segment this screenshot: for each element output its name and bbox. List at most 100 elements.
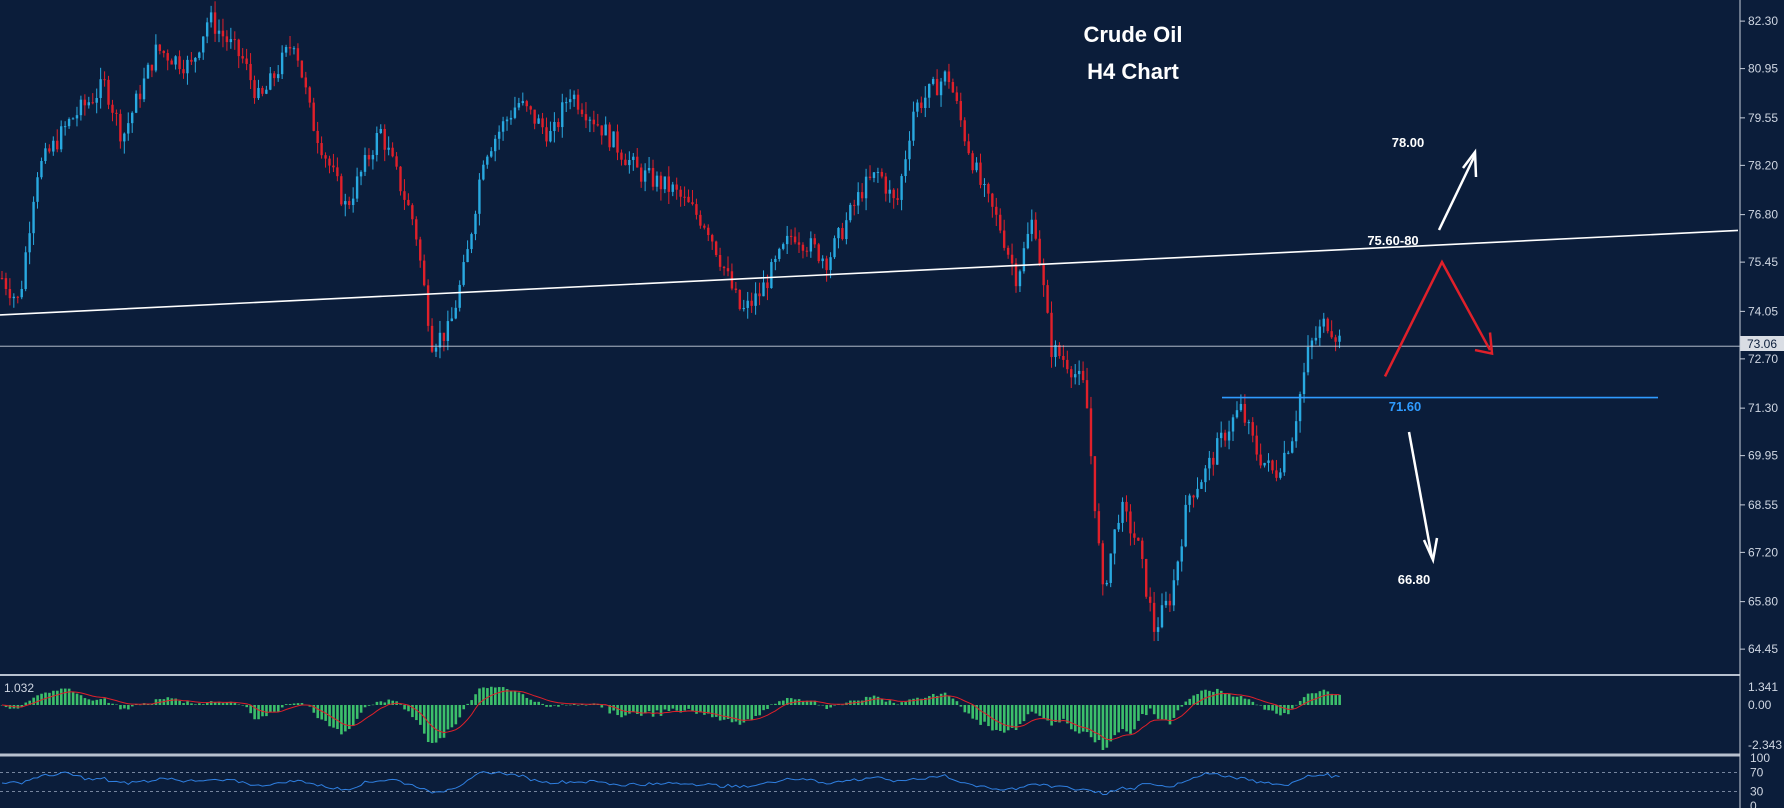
price-tick-label: 68.55 — [1748, 498, 1778, 512]
oscillator-bar — [292, 703, 296, 705]
candle-body — [651, 167, 655, 187]
candle-body — [1219, 432, 1223, 439]
oscillator-bar — [1263, 705, 1266, 710]
candle-body — [280, 52, 284, 75]
candle-body — [931, 78, 935, 84]
candle-body — [284, 47, 288, 53]
candle-body — [805, 250, 809, 252]
candle-body — [1172, 580, 1176, 606]
candle-body — [825, 258, 828, 271]
candle-body — [939, 81, 943, 96]
oscillator-bar — [1022, 705, 1026, 722]
oscillator-bar — [959, 705, 963, 707]
oscillator-bar — [750, 705, 754, 720]
oscillator-bar — [687, 705, 690, 709]
oscillator-bar — [462, 705, 466, 710]
oscillator-bar — [233, 703, 237, 705]
oscillator-bar — [1156, 705, 1160, 719]
oscillator-bar — [1105, 705, 1109, 748]
candle-body — [1058, 345, 1061, 356]
oscillator-bar — [1302, 697, 1306, 705]
candle-body — [134, 93, 138, 113]
oscillator-bar — [596, 704, 600, 705]
candle-body — [572, 94, 576, 100]
oscillator-bar — [391, 700, 395, 705]
oscillator-bar — [91, 700, 95, 705]
oscillator-bar — [770, 704, 773, 705]
oscillator-bar — [415, 705, 418, 721]
candle-body — [253, 80, 256, 99]
candle-body — [395, 156, 398, 167]
oscillator-bar — [1184, 701, 1188, 705]
candle-body — [770, 262, 773, 289]
candle-body — [762, 282, 765, 297]
oscillator-bar — [1125, 705, 1128, 732]
candle-body — [793, 236, 797, 243]
candle-body — [1259, 454, 1262, 466]
oscillator-bar — [1002, 705, 1006, 733]
support-label: 71.60 — [1389, 399, 1422, 414]
candle-body — [517, 103, 521, 108]
oscillator-bar — [722, 705, 726, 720]
candle-body — [1050, 312, 1053, 358]
candle-body — [178, 56, 181, 70]
candle-body — [991, 193, 994, 207]
candle-body — [1188, 495, 1191, 505]
oscillator-bar — [553, 705, 556, 706]
candle-body — [639, 167, 643, 182]
oscillator-bar — [1054, 705, 1057, 722]
price-tick-label: 78.20 — [1748, 158, 1778, 172]
oscillator-bar — [403, 705, 406, 710]
candle-body — [841, 228, 844, 240]
candle-body — [643, 170, 647, 182]
candle-body — [67, 119, 71, 127]
red-arrow-head — [1474, 332, 1494, 356]
candle-body — [667, 176, 671, 192]
candle-body — [12, 296, 16, 299]
oscillator-bar — [967, 705, 971, 714]
oscillator-tick-label: -2.343 — [1748, 738, 1782, 752]
oscillator-bar — [205, 702, 209, 705]
price-tick-label: 79.55 — [1748, 111, 1778, 125]
oscillator-bar — [580, 704, 584, 705]
candle-body — [170, 60, 173, 65]
candle-body — [904, 159, 907, 177]
oscillator-bar — [1180, 705, 1184, 707]
candle-body — [553, 121, 556, 132]
candle-body — [679, 189, 682, 197]
oscillator-bar — [217, 701, 221, 705]
candle-body — [703, 225, 706, 228]
candle-body — [608, 124, 611, 148]
candle-body — [91, 102, 94, 104]
candle-body — [1243, 403, 1247, 423]
candle-body — [4, 278, 8, 290]
oscillator-bar — [300, 703, 304, 705]
oscillator-bar — [115, 704, 118, 706]
candle-body — [1330, 331, 1333, 338]
candle-body — [596, 124, 599, 126]
candle-body — [158, 44, 162, 51]
candle-body — [202, 36, 205, 53]
price-tick-label: 75.45 — [1748, 255, 1778, 269]
oscillator-bar — [1176, 705, 1180, 711]
oscillator-bar — [509, 691, 513, 705]
candle-body — [533, 109, 536, 124]
candle-body — [351, 198, 355, 206]
oscillator-bar — [608, 705, 612, 714]
oscillator-bar — [107, 702, 110, 705]
oscillator-bar — [75, 693, 79, 705]
candle-body — [1255, 435, 1258, 455]
candle-body — [837, 228, 840, 239]
candle-body — [628, 160, 631, 166]
candle-body — [419, 239, 422, 261]
oscillator-bar — [1204, 689, 1207, 705]
candle-body — [1275, 470, 1278, 478]
candle-body — [276, 74, 280, 79]
oscillator-bar — [36, 695, 39, 705]
candle-body — [1223, 432, 1227, 441]
oscillator-bar — [67, 688, 71, 705]
oscillator-bar — [762, 705, 765, 711]
oscillator-bar — [241, 705, 245, 706]
candle-body — [1184, 504, 1187, 547]
oscillator-bar — [628, 705, 631, 714]
